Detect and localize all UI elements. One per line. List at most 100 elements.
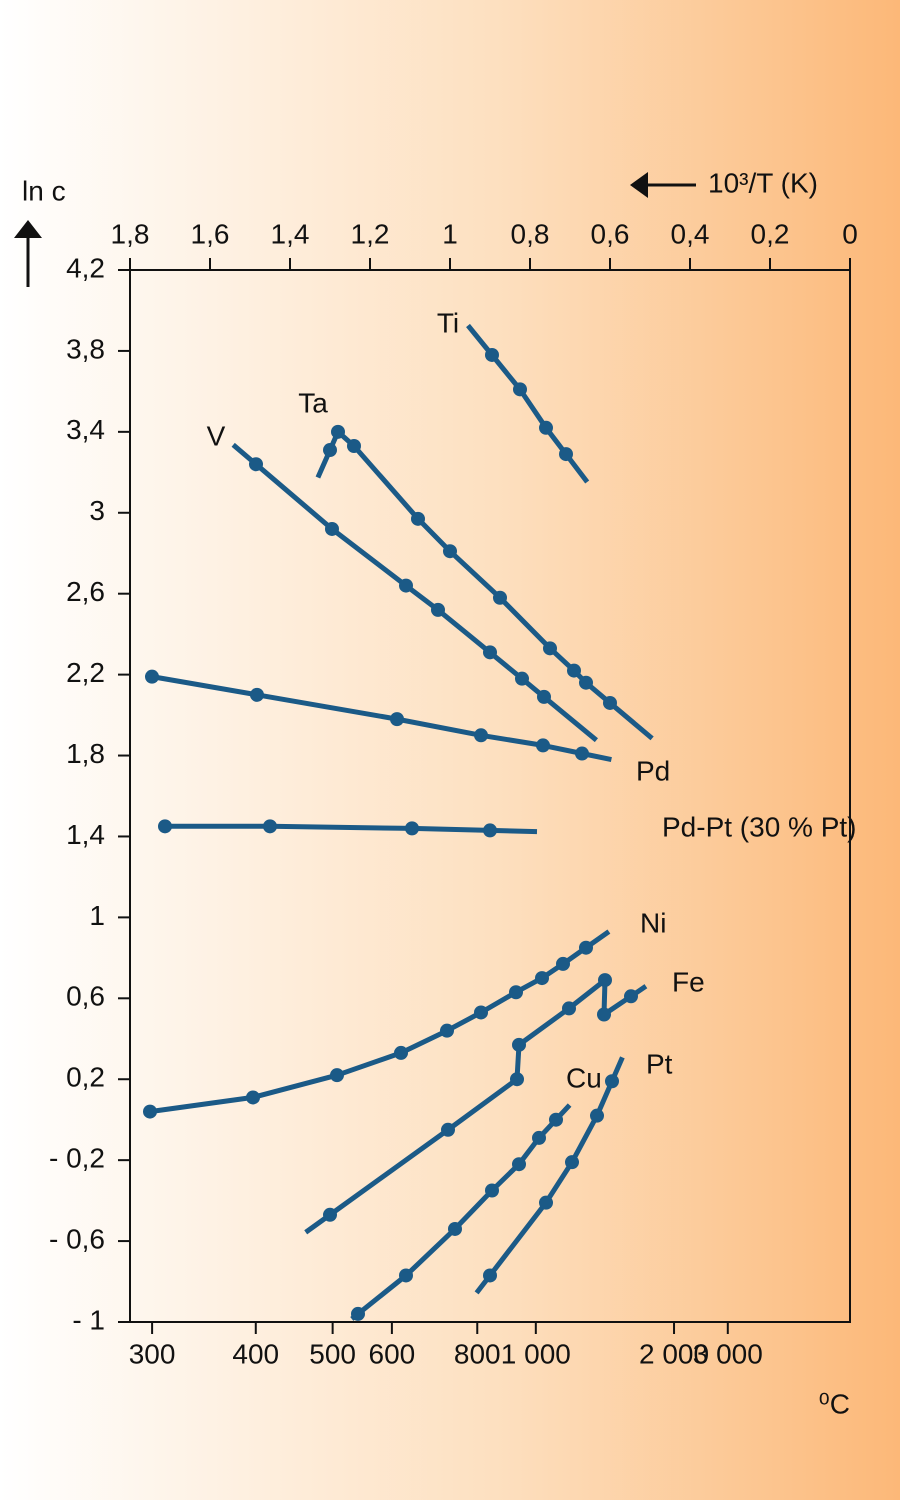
data-point <box>145 669 159 684</box>
x2-tick-label: 1,4 <box>271 218 310 249</box>
data-point <box>448 1221 462 1236</box>
x2-tick-label: 1 <box>442 218 458 249</box>
data-point <box>443 544 457 559</box>
data-point <box>441 1122 455 1137</box>
y-tick-label: 3,4 <box>66 414 105 445</box>
data-point <box>331 424 345 439</box>
data-point <box>485 1183 499 1198</box>
series-label: Fe <box>672 966 705 997</box>
y-tick-label: 2,6 <box>66 576 105 607</box>
x-tick-label: 600 <box>369 1338 416 1369</box>
x2-tick-label: 0,2 <box>751 218 790 249</box>
data-point <box>351 1306 365 1321</box>
x-tick-label: 500 <box>309 1338 356 1369</box>
data-point <box>249 457 263 472</box>
data-point <box>512 1157 526 1172</box>
y-tick-label: 3,8 <box>66 333 105 364</box>
x2-tick-label: 0,6 <box>591 218 630 249</box>
y-tick-label: 0,2 <box>66 1062 105 1093</box>
data-point <box>536 738 550 753</box>
series-label: Ti <box>437 307 459 338</box>
y-tick-label: - 0,6 <box>49 1223 105 1254</box>
series-label: Cu <box>566 1062 602 1093</box>
series-label: Pd <box>636 755 670 786</box>
data-point <box>158 819 172 834</box>
series-label: V <box>207 420 226 451</box>
data-point <box>493 590 507 605</box>
series-label: Pt <box>646 1048 673 1079</box>
data-point <box>539 1195 553 1210</box>
series-label: Ni <box>640 907 666 938</box>
data-point <box>246 1090 260 1105</box>
x2-tick-label: 0,8 <box>511 218 550 249</box>
x2-arrow <box>630 172 696 198</box>
y-tick-label: 2,2 <box>66 657 105 688</box>
x-tick-label: 800 <box>454 1338 501 1369</box>
data-point <box>431 602 445 617</box>
data-point <box>590 1108 604 1123</box>
data-point <box>405 821 419 836</box>
data-point <box>539 420 553 435</box>
x-tick-label: 3 000 <box>693 1338 763 1369</box>
data-point <box>483 823 497 838</box>
y-tick-label: 1,8 <box>66 738 105 769</box>
y-tick-label: - 1 <box>72 1304 105 1335</box>
data-point <box>510 1072 524 1087</box>
data-point <box>537 689 551 704</box>
x2-tick-label: 0 <box>842 218 858 249</box>
x-tick-label: 300 <box>129 1338 176 1369</box>
x2-tick-label: 1,2 <box>351 218 390 249</box>
data-point <box>515 671 529 686</box>
y-tick-label: 0,6 <box>66 981 105 1012</box>
data-point <box>624 989 638 1004</box>
series-label: Pd-Pt (30 % Pt) <box>662 811 857 842</box>
data-point <box>474 1005 488 1020</box>
data-point <box>250 687 264 702</box>
data-point <box>598 973 612 988</box>
y-tick-label: 1,4 <box>66 819 105 850</box>
data-point <box>509 985 523 1000</box>
y-axis-label: ln c <box>22 175 66 206</box>
data-point <box>556 956 570 971</box>
plot-frame <box>129 269 851 1323</box>
x2-tick-label: 1,8 <box>111 218 150 249</box>
data-point <box>549 1112 563 1127</box>
x-tick-label: 400 <box>232 1338 279 1369</box>
data-point <box>535 971 549 986</box>
x2-tick-label: 1,6 <box>191 218 230 249</box>
data-point <box>512 1037 526 1052</box>
data-point <box>411 511 425 526</box>
x-axis-label: ⁰C <box>819 1388 850 1419</box>
data-point <box>399 578 413 593</box>
x-tick-label: 2 000 <box>639 1338 709 1369</box>
data-point <box>143 1104 157 1119</box>
y-tick-label: 4,2 <box>66 252 105 283</box>
data-point <box>567 663 581 678</box>
data-point <box>605 1074 619 1089</box>
data-point <box>440 1023 454 1038</box>
data-point <box>532 1130 546 1145</box>
y-tick-label: 1 <box>89 900 105 931</box>
data-point <box>562 1001 576 1016</box>
data-point <box>483 645 497 660</box>
data-point <box>347 439 361 454</box>
data-point <box>390 712 404 727</box>
data-point <box>565 1155 579 1170</box>
data-point <box>325 521 339 536</box>
x2-axis-label: 10³/T (K) <box>708 167 818 198</box>
data-point <box>575 746 589 761</box>
series-label: Ta <box>298 387 328 418</box>
data-point <box>394 1045 408 1060</box>
data-point <box>474 728 488 743</box>
data-point <box>330 1068 344 1083</box>
y-tick-label: 3 <box>89 495 105 526</box>
data-point <box>513 382 527 397</box>
x-tick-label: 1 000 <box>501 1338 571 1369</box>
data-point <box>483 1268 497 1283</box>
y-arrow <box>14 220 42 287</box>
data-point <box>263 819 277 834</box>
data-point <box>559 447 573 462</box>
data-point <box>323 443 337 458</box>
x2-tick-label: 0,4 <box>671 218 710 249</box>
